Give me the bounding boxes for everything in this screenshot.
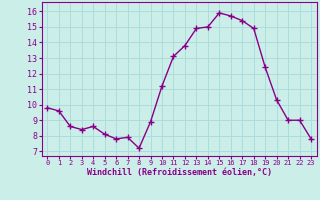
X-axis label: Windchill (Refroidissement éolien,°C): Windchill (Refroidissement éolien,°C) bbox=[87, 168, 272, 177]
